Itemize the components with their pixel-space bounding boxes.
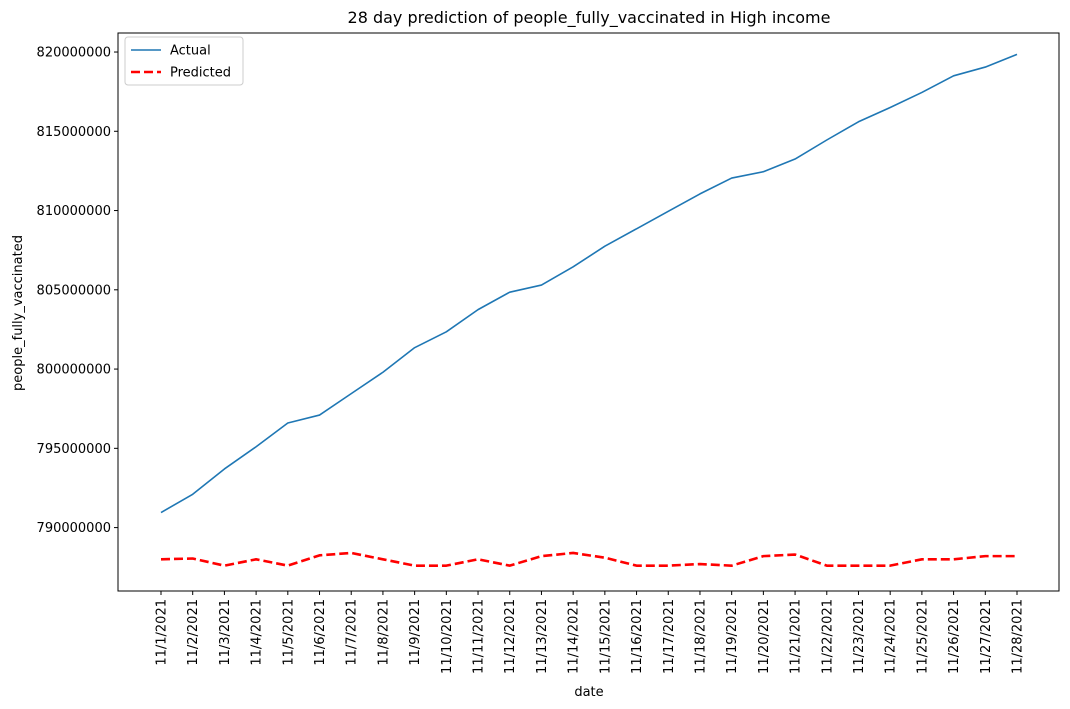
x-tick-label: 11/3/2021: [218, 599, 233, 666]
y-tick-label: 815000000: [37, 125, 111, 140]
x-tick-label: 11/21/2021: [789, 599, 804, 674]
y-tick-label: 805000000: [37, 283, 111, 298]
legend-box: [124, 36, 244, 86]
x-tick-label: 11/9/2021: [408, 599, 423, 666]
x-tick-label: 11/14/2021: [567, 599, 582, 674]
chart-title: 28 day prediction of people_fully_vaccin…: [348, 8, 831, 28]
y-tick-label: 820000000: [37, 46, 111, 61]
x-tick-label: 11/15/2021: [598, 599, 613, 674]
legend-label-actual: Actual: [170, 44, 211, 59]
series-line-predicted: [160, 551, 1017, 567]
x-tick-label: 11/8/2021: [376, 599, 391, 666]
x-axis-title: date: [574, 685, 603, 700]
x-tick-label: 11/2/2021: [186, 599, 201, 666]
y-tick-label: 810000000: [37, 204, 111, 219]
x-tick-label: 11/5/2021: [281, 599, 296, 666]
y-tick-label: 790000000: [37, 521, 111, 536]
x-tick-label: 11/27/2021: [979, 599, 994, 674]
y-tick-label: 800000000: [37, 363, 111, 378]
plot-border: [117, 32, 1060, 592]
x-tick-label: 11/4/2021: [250, 599, 265, 666]
x-tick-label: 11/16/2021: [630, 599, 645, 674]
x-tick-label: 11/23/2021: [852, 599, 867, 674]
x-tick-label: 11/1/2021: [155, 599, 170, 666]
series-line-actual: [160, 53, 1018, 514]
y-tick-label: 795000000: [37, 442, 111, 457]
x-tick-label: 11/10/2021: [440, 599, 455, 674]
x-tick-label: 11/28/2021: [1011, 599, 1026, 674]
x-tick-label: 11/22/2021: [820, 599, 835, 674]
x-tick-label: 11/20/2021: [757, 599, 772, 674]
x-tick-label: 11/7/2021: [345, 599, 360, 666]
x-tick-label: 11/12/2021: [503, 599, 518, 674]
plot-area: [117, 32, 1060, 592]
x-tick-label: 11/11/2021: [472, 599, 487, 674]
x-tick-label: 11/24/2021: [884, 599, 899, 674]
legend-label-predicted: Predicted: [170, 66, 231, 81]
x-tick-label: 11/26/2021: [947, 599, 962, 674]
x-tick-label: 11/13/2021: [535, 599, 550, 674]
x-tick-label: 11/17/2021: [662, 599, 677, 674]
legend: Actual Predicted: [124, 36, 244, 86]
x-tick-label: 11/19/2021: [725, 599, 740, 674]
y-axis: 790000000 795000000 800000000 805000000 8100…: [37, 46, 118, 536]
series-layer: [160, 53, 1018, 567]
x-tick-label: 11/18/2021: [693, 599, 708, 674]
y-axis-title: people_fully_vaccinated: [11, 235, 26, 391]
x-tick-label: 11/25/2021: [915, 599, 930, 674]
x-axis: 11/1/2021 11/2/2021 11/3/2021 11/4/2021 11/5…: [155, 591, 1026, 674]
x-tick-label: 11/6/2021: [313, 599, 328, 666]
